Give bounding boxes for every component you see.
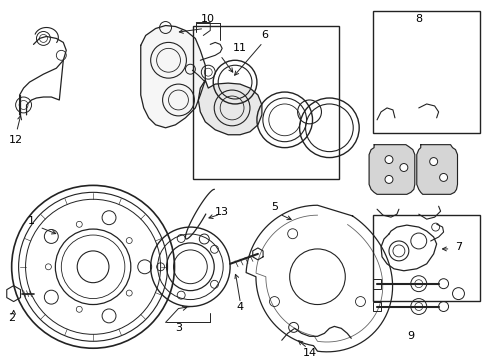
Text: 3: 3: [175, 323, 182, 333]
Polygon shape: [369, 145, 415, 194]
Text: 8: 8: [415, 14, 422, 23]
Circle shape: [440, 174, 447, 181]
Circle shape: [430, 158, 438, 166]
Text: 11: 11: [233, 43, 247, 53]
Text: 12: 12: [8, 135, 23, 145]
Polygon shape: [417, 145, 458, 194]
Bar: [373, 215, 480, 301]
Text: 6: 6: [261, 31, 269, 40]
Text: 13: 13: [215, 207, 229, 217]
Circle shape: [385, 175, 393, 183]
Text: 4: 4: [237, 302, 244, 311]
Bar: [373, 279, 381, 289]
Text: 10: 10: [201, 14, 215, 23]
Circle shape: [400, 163, 408, 171]
Text: 9: 9: [407, 331, 415, 341]
Circle shape: [385, 156, 393, 163]
Bar: [373, 302, 381, 311]
Text: 5: 5: [271, 202, 278, 212]
Bar: [194, 26, 340, 179]
Text: 14: 14: [302, 348, 317, 358]
Text: 2: 2: [8, 314, 15, 323]
Text: 1: 1: [28, 216, 35, 226]
Bar: [373, 11, 480, 133]
Text: 7: 7: [455, 242, 462, 252]
Polygon shape: [141, 26, 205, 128]
Polygon shape: [198, 80, 262, 135]
